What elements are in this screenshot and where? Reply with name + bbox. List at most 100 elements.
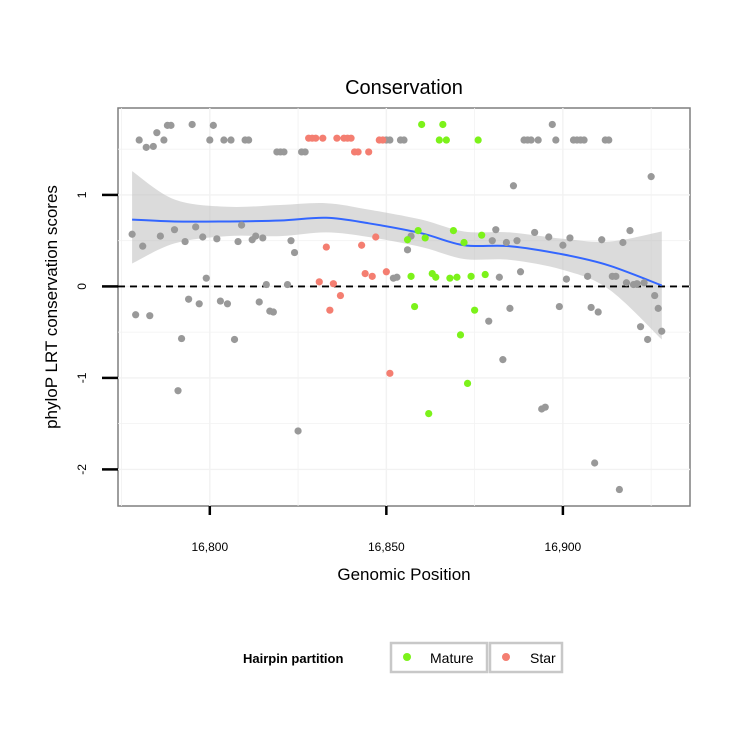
data-point-other — [290, 248, 299, 257]
data-point-other — [485, 317, 493, 325]
data-point-mature — [449, 227, 458, 235]
data-point-other — [234, 237, 242, 246]
data-point-star — [347, 134, 355, 142]
legend-dot-mature — [403, 653, 411, 661]
data-point-other — [636, 323, 645, 331]
data-point-other — [403, 246, 412, 254]
data-point-other — [128, 230, 136, 238]
data-point-mature — [425, 409, 433, 418]
data-point-mature — [474, 136, 482, 144]
data-points-layer — [128, 120, 666, 494]
data-point-star — [312, 134, 320, 142]
data-point-other — [559, 241, 567, 249]
data-point-other — [605, 136, 613, 144]
data-point-star — [319, 134, 327, 142]
x-tick-label: 16,850 — [368, 540, 405, 554]
data-point-other — [555, 302, 563, 311]
chart-title: Conservation — [345, 77, 463, 99]
data-point-other — [548, 120, 556, 129]
data-point-other — [181, 237, 189, 246]
data-point-mature — [432, 273, 440, 281]
data-point-other — [220, 136, 228, 144]
y-axis: -2 -1 0 1 — [75, 191, 118, 475]
data-point-other — [245, 136, 253, 144]
data-point-other — [644, 335, 652, 344]
data-point-star — [368, 272, 376, 280]
data-point-other — [587, 303, 595, 312]
data-point-other — [541, 403, 549, 411]
y-tick-label: 1 — [75, 191, 89, 198]
data-point-other — [562, 275, 571, 283]
data-point-mature — [403, 236, 412, 244]
data-point-other — [202, 274, 210, 282]
data-point-star — [372, 233, 380, 241]
data-point-other — [153, 129, 161, 137]
data-point-other — [552, 136, 560, 144]
data-point-other — [386, 136, 394, 144]
data-point-other — [177, 334, 186, 343]
data-point-other — [255, 298, 263, 306]
data-point-other — [216, 297, 224, 305]
confidence-band-layer — [132, 171, 662, 340]
data-point-other — [156, 232, 164, 240]
data-point-other — [213, 235, 221, 243]
data-point-other — [237, 221, 246, 229]
data-point-other — [287, 237, 295, 245]
x-tick-label: 16,900 — [545, 540, 582, 554]
data-point-other — [633, 280, 641, 288]
data-point-other — [294, 427, 302, 435]
data-point-other — [259, 234, 267, 242]
data-point-other — [658, 327, 666, 335]
data-point-mature — [418, 120, 426, 129]
data-point-star — [386, 369, 394, 377]
confidence-band — [132, 171, 662, 340]
legend-dot-star — [502, 653, 510, 661]
data-point-other — [622, 279, 631, 287]
data-point-other — [566, 234, 574, 242]
data-point-other — [170, 226, 179, 234]
data-point-other — [612, 272, 620, 280]
data-point-mature — [421, 234, 429, 242]
data-point-other — [580, 136, 588, 144]
data-point-other — [146, 312, 154, 320]
data-point-other — [269, 308, 277, 316]
legend-label-star: Star — [530, 650, 556, 666]
smooth-trend-line — [132, 216, 663, 287]
data-point-mature — [407, 272, 415, 280]
data-point-other — [584, 272, 592, 280]
data-point-other — [400, 136, 408, 144]
data-point-other — [619, 238, 627, 247]
data-point-other — [192, 223, 200, 231]
data-point-other — [230, 335, 239, 344]
data-point-other — [227, 136, 235, 144]
data-point-star — [326, 306, 334, 314]
y-tick-label: -1 — [75, 372, 89, 383]
data-point-other — [195, 300, 203, 308]
data-point-other — [206, 136, 214, 144]
data-point-other — [283, 280, 292, 289]
data-point-other — [160, 136, 168, 144]
data-point-other — [167, 121, 175, 129]
data-point-mature — [435, 136, 443, 144]
plot-panel — [117, 107, 691, 507]
data-point-other — [615, 485, 623, 494]
data-point-mature — [414, 227, 422, 235]
data-point-star — [315, 278, 323, 286]
data-point-mature — [463, 379, 472, 387]
data-point-mature — [478, 231, 486, 239]
data-point-other — [142, 143, 150, 151]
data-point-other — [149, 142, 157, 151]
data-point-other — [513, 237, 521, 245]
data-point-other — [139, 242, 147, 250]
data-point-mature — [446, 274, 454, 282]
x-axis-title: Genomic Position — [337, 565, 470, 584]
data-point-other — [199, 233, 207, 241]
data-point-other — [531, 228, 539, 237]
data-point-other — [506, 304, 514, 312]
data-point-other — [499, 356, 507, 364]
data-point-other — [647, 173, 655, 181]
data-point-other — [502, 238, 510, 247]
data-point-star — [382, 268, 390, 276]
data-point-other — [223, 300, 232, 308]
data-point-mature — [471, 306, 479, 314]
